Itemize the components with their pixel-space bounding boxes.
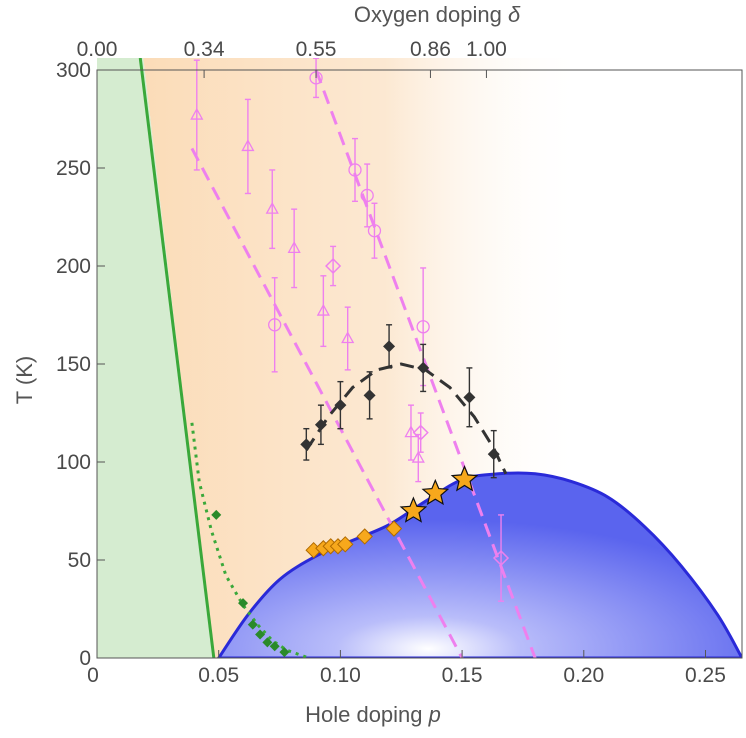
marker-triangle-4 xyxy=(316,303,330,316)
y-axis-ticks: 0 50 100 150 200 250 300 xyxy=(56,59,105,670)
green-diamond-4 xyxy=(262,637,273,648)
marker-circle-5 xyxy=(416,320,430,334)
marker-triangle-2 xyxy=(265,201,279,214)
top-tick-label: 1.00 xyxy=(466,38,507,61)
marker-diamond-filled-2 xyxy=(334,399,347,412)
y-tick-label: 200 xyxy=(56,255,91,278)
marker-diamond-filled-3 xyxy=(363,389,376,402)
magenta-dashed-line-0 xyxy=(190,147,464,658)
marker-star-1 xyxy=(421,478,450,506)
y-tick-label: 0 xyxy=(79,647,91,670)
data-markers xyxy=(190,58,510,658)
green-diamond-3 xyxy=(255,629,266,640)
marker-circle-0 xyxy=(268,318,282,332)
x-axis-ticks: 0 0.05 0.10 0.15 0.20 0.25 xyxy=(87,650,726,687)
antiferromagnetic-region xyxy=(97,58,214,658)
marker-diamond-open-2 xyxy=(492,549,510,567)
magenta-dashed-line-1 xyxy=(314,69,537,658)
marker-diamond-gold-4 xyxy=(337,536,354,553)
top-tick-label: 0.34 xyxy=(184,38,225,61)
green-diamond-6 xyxy=(279,647,290,658)
marker-triangle-0 xyxy=(190,107,204,120)
x-tick-label: 0 xyxy=(87,664,99,687)
top-tick-label: 0.00 xyxy=(77,38,118,61)
x-tick-label: 0.15 xyxy=(442,664,483,687)
top-axis-title: Oxygen doping δ xyxy=(354,2,521,27)
green-diamond-5 xyxy=(269,641,280,652)
x-tick-label: 0.05 xyxy=(198,664,239,687)
x-tick-label: 0.25 xyxy=(685,664,726,687)
marker-triangle-5 xyxy=(341,331,355,344)
marker-diamond-gold-5 xyxy=(356,528,373,545)
marker-star-2 xyxy=(450,465,479,492)
marker-circle-4 xyxy=(367,224,382,238)
top-tick-label: 0.55 xyxy=(296,38,337,61)
marker-diamond-filled-1 xyxy=(314,418,327,431)
marker-diamond-filled-5 xyxy=(417,361,430,374)
green-diamond-1 xyxy=(238,598,249,609)
marker-triangle-7 xyxy=(411,450,425,463)
x-axis-title: Hole doping p xyxy=(305,702,441,727)
y-tick-label: 250 xyxy=(56,157,91,180)
marker-diamond-open-0 xyxy=(325,257,342,275)
marker-triangle-1 xyxy=(241,139,255,152)
marker-diamond-filled-6 xyxy=(463,391,476,404)
superconducting-dome xyxy=(216,471,742,658)
y-tick-label: 150 xyxy=(56,353,91,376)
top-axis-ticks: 0.00 0.34 0.55 0.86 1.00 xyxy=(77,38,507,78)
y-tick-label: 100 xyxy=(56,451,91,474)
marker-diamond-gold-6 xyxy=(385,520,403,537)
marker-diamond-filled-4 xyxy=(383,340,396,353)
green-diamond-2 xyxy=(247,619,258,630)
marker-diamond-open-1 xyxy=(412,424,429,441)
marker-star-0 xyxy=(399,496,428,523)
marker-diamond-filled-7 xyxy=(487,448,500,461)
afm-boundary-line xyxy=(138,58,216,658)
marker-circle-3 xyxy=(360,188,374,203)
magenta-dashed-lines xyxy=(190,69,537,658)
marker-triangle-3 xyxy=(287,241,301,254)
green-dotted-curve xyxy=(190,422,310,658)
green-diamond-0 xyxy=(211,509,222,520)
top-tick-label: 0.86 xyxy=(410,38,451,61)
y-tick-label: 50 xyxy=(68,549,91,572)
black-dashed-curve xyxy=(305,362,508,475)
x-tick-label: 0.20 xyxy=(563,664,604,687)
y-axis-title: T (K) xyxy=(12,356,37,404)
y-tick-label: 300 xyxy=(56,59,91,82)
marker-diamond-filled-0 xyxy=(300,438,313,451)
marker-circle-2 xyxy=(348,163,362,177)
x-tick-label: 0.10 xyxy=(320,664,361,687)
